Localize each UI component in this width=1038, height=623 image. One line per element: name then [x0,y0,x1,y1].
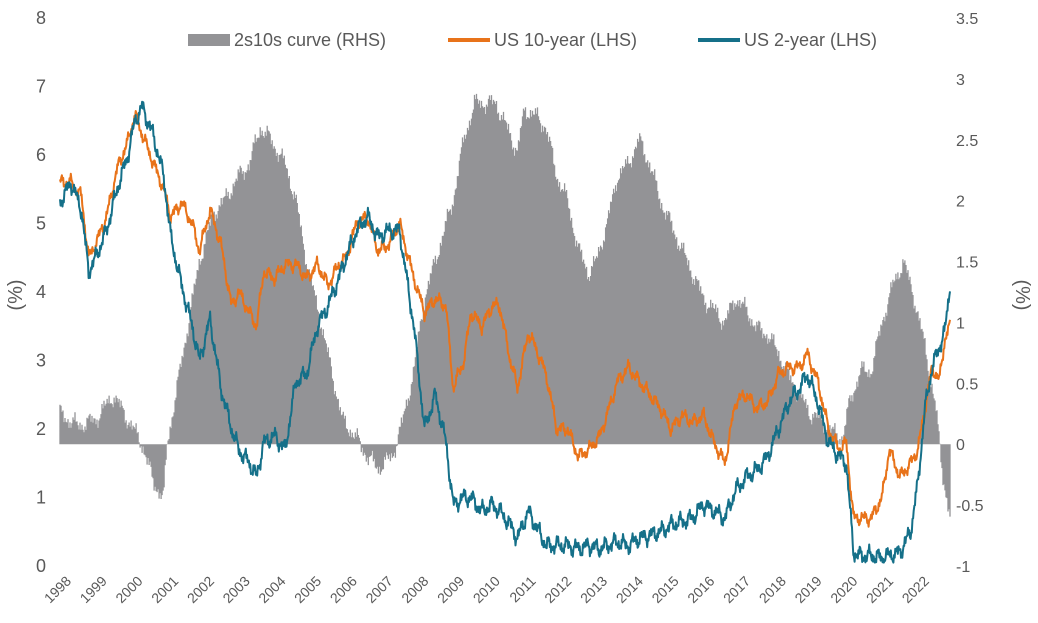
right-axis-tick-label: 0.5 [956,376,978,393]
series-us-10-year-line [59,110,951,528]
left-axis-title: (%) [5,279,27,310]
right-axis-tick-label: 2.5 [956,133,978,150]
x-axis-tick-label: 2011 [506,573,539,606]
x-axis-tick-label: 2006 [327,573,360,606]
x-axis-tick-label: 2022 [899,573,932,606]
x-axis-tick-label: 2008 [398,573,431,606]
right-axis-tick-label: -1 [956,559,970,576]
x-axis-ticks: 1998 1999 2000 2001 2002 2003 2004 2005 2006 2007… [41,573,932,606]
left-axis-tick-label: 7 [36,77,46,97]
x-axis-tick-label: 2000 [112,573,145,606]
series-us-2-year-line [59,100,951,564]
right-axis-tick-label: -0.5 [956,498,984,515]
right-axis-tick-label: 1 [956,315,965,332]
right-axis-tick-label: 1.5 [956,255,978,272]
legend-item: US 2-year (LHS) [698,30,877,50]
left-axis-ticks: 0 1 2 3 4 5 6 7 8 [36,8,46,576]
x-axis-tick-label: 2009 [434,573,467,606]
x-axis-tick-label: 2016 [684,573,717,606]
left-axis-tick-label: 6 [36,145,46,165]
left-axis-tick-label: 4 [36,282,46,302]
right-axis-tick-label: 3.5 [956,11,978,28]
right-axis-tick-label: 2 [956,194,965,211]
x-axis-tick-label: 2004 [255,573,288,606]
x-axis-tick-label: 1998 [41,573,74,606]
legend: 2s10s curve (RHS) US 10-year (LHS) US 2-ye… [188,30,877,50]
x-axis-tick-label: 2017 [720,573,753,606]
x-axis-tick-label: 2012 [541,573,574,606]
x-axis-tick-label: 2003 [219,573,252,606]
x-axis-tick-label: 2010 [470,573,503,606]
x-axis-tick-label: 2013 [577,573,610,606]
legend-swatch [188,34,230,46]
area-bars [59,93,951,517]
legend-label: US 10-year (LHS) [494,30,637,50]
x-axis-tick-label: 2015 [648,573,681,606]
legend-item: 2s10s curve (RHS) [188,30,386,50]
x-axis-tick-label: 2018 [756,573,789,606]
right-axis-title: (%) [1011,279,1033,310]
left-axis-tick-label: 8 [36,8,46,28]
left-axis-tick-label: 5 [36,214,46,234]
right-axis-tick-label: 3 [956,72,965,89]
x-axis-tick-label: 2021 [863,573,896,606]
x-axis-tick-label: 2007 [362,573,395,606]
legend-label: US 2-year (LHS) [744,30,877,50]
x-axis-tick-label: 2005 [291,573,324,606]
x-axis-tick-label: 2019 [791,573,824,606]
left-axis-tick-label: 1 [36,488,46,508]
right-axis-ticks: -1 -0.5 0 0.5 1 1.5 2 2.5 3 3.5 [956,11,984,576]
x-axis-tick-label: 2020 [827,573,860,606]
x-axis-tick-label: 2002 [184,573,217,606]
series-2s10s-curve [59,93,951,517]
legend-item: US 10-year (LHS) [448,30,637,50]
legend-swatch [698,38,740,42]
x-axis-tick-label: 2001 [148,573,181,606]
x-axis-tick-label: 2014 [613,573,646,606]
legend-label: 2s10s curve (RHS) [234,30,386,50]
right-axis-tick-label: 0 [956,437,965,454]
left-axis-tick-label: 3 [36,351,46,371]
left-axis-tick-label: 0 [36,556,46,576]
plot-area [59,93,951,564]
legend-swatch [448,38,490,42]
x-axis-tick-label: 1999 [77,573,110,606]
left-axis-tick-label: 2 [36,419,46,439]
